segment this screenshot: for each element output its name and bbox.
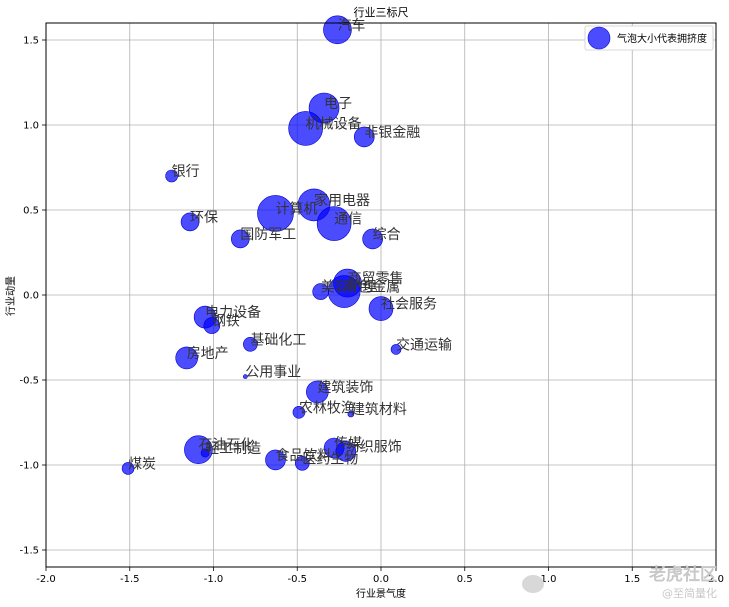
legend-box [584,25,714,51]
point-label: 商贸零售 [348,271,404,287]
x-tick-label: 2.0 [708,574,724,585]
point-label: 轻工制造 [205,441,261,457]
point-label: 美容护理 [321,279,377,296]
bubble-point [180,212,200,232]
y-tick-label: 0.5 [23,206,39,217]
point-label: 汽车 [337,17,365,34]
y-tick-label: -1.0 [19,461,39,472]
point-label: 钢铁 [212,314,240,330]
point-label: 非银金融 [364,125,420,141]
x-tick-label: 0.0 [373,574,389,585]
x-tick-label: -1.0 [204,574,224,585]
bubble-point [353,126,375,148]
bubble-point [292,405,306,419]
point-label: 建筑材料 [351,402,407,418]
point-label: 公用事业 [245,365,301,381]
y-tick-label: -0.5 [19,376,39,387]
bubble-point [288,111,323,146]
point-label: 纺织服饰 [346,439,402,455]
bubble-point [347,410,355,418]
point-label: 综合 [373,227,401,243]
bubble-point [294,455,310,471]
point-label: 基础化工 [250,331,306,348]
bubble-point [368,296,394,321]
y-tick-label: -1.5 [19,546,39,557]
point-label: 家用电器 [314,192,370,209]
bubble-point [165,169,178,183]
bubble-point [243,374,248,379]
wechat-icon [522,575,544,593]
chart-title: 行业三标尺 [354,5,409,19]
bubble-point [231,229,250,249]
point-label: 电子 [324,96,352,112]
point-label: 银行 [172,164,200,180]
point-label: 计算机 [275,201,317,217]
legend-label: 气泡大小代表拥挤度 [617,32,707,45]
bubble-point [243,336,258,352]
bubble-point [257,195,294,232]
point-label: 环保 [190,210,218,226]
point-label: 煤炭 [128,456,156,472]
watermark: 老虎社区 @至简量化 [649,560,717,601]
point-label: 医药生物 [302,451,358,467]
point-label: 农林牧渔 [299,400,355,416]
bubble-point [121,462,135,475]
point-label: 房地产 [187,346,229,362]
bubble-point [265,449,286,471]
bubble-point [390,344,402,355]
x-tick-label: -0.5 [287,574,307,585]
bubble-point [362,228,383,250]
x-tick-label: -2.0 [36,574,56,585]
point-label: 交通运输 [396,336,452,353]
point-label: 建筑装饰 [317,380,373,396]
point-label: 国防军工 [240,227,296,243]
bubble-point [203,317,221,334]
bubble-point [306,380,329,404]
legend-marker [587,26,611,50]
point-label: 食品饮料 [275,447,331,464]
bubble-point [175,346,198,370]
x-axis-title: 行业景气度 [356,587,406,600]
point-label: 传媒 [334,436,362,452]
bubble-point [316,206,352,241]
y-tick-label: 1.0 [23,121,39,132]
bubble-layer [121,15,402,475]
y-tick-label: 0.0 [23,291,39,302]
point-label: 有色金属 [344,279,400,296]
x-tick-label: 0.5 [457,574,473,585]
x-tick-label: 1.0 [541,574,557,585]
bubble-point [335,441,357,462]
point-label: 通信 [334,212,362,228]
point-label: 石油石化 [198,438,254,454]
bubble-point [200,448,210,458]
grid [45,23,717,567]
point-label: 社会服务 [381,297,437,313]
y-tick-label: 1.5 [23,36,39,47]
bubble-point [312,283,330,300]
point-label: 电力设备 [205,304,261,321]
x-tick-label: 1.5 [624,574,640,585]
watermark-main: 老虎社区 [649,565,717,585]
x-tick-label: -1.5 [120,574,140,585]
point-label: 机械设备 [306,115,362,132]
y-axis-title: 行业动量 [4,276,17,316]
watermark-sub: @至简量化 [662,587,717,600]
tick-layer: -2.0 -1.5 -1.0 -0.5 0.0 0.5 1.0 1.5 2.0 1.5 1.0 0.5… [19,36,723,586]
legend: 气泡大小代表拥挤度 [584,25,714,51]
